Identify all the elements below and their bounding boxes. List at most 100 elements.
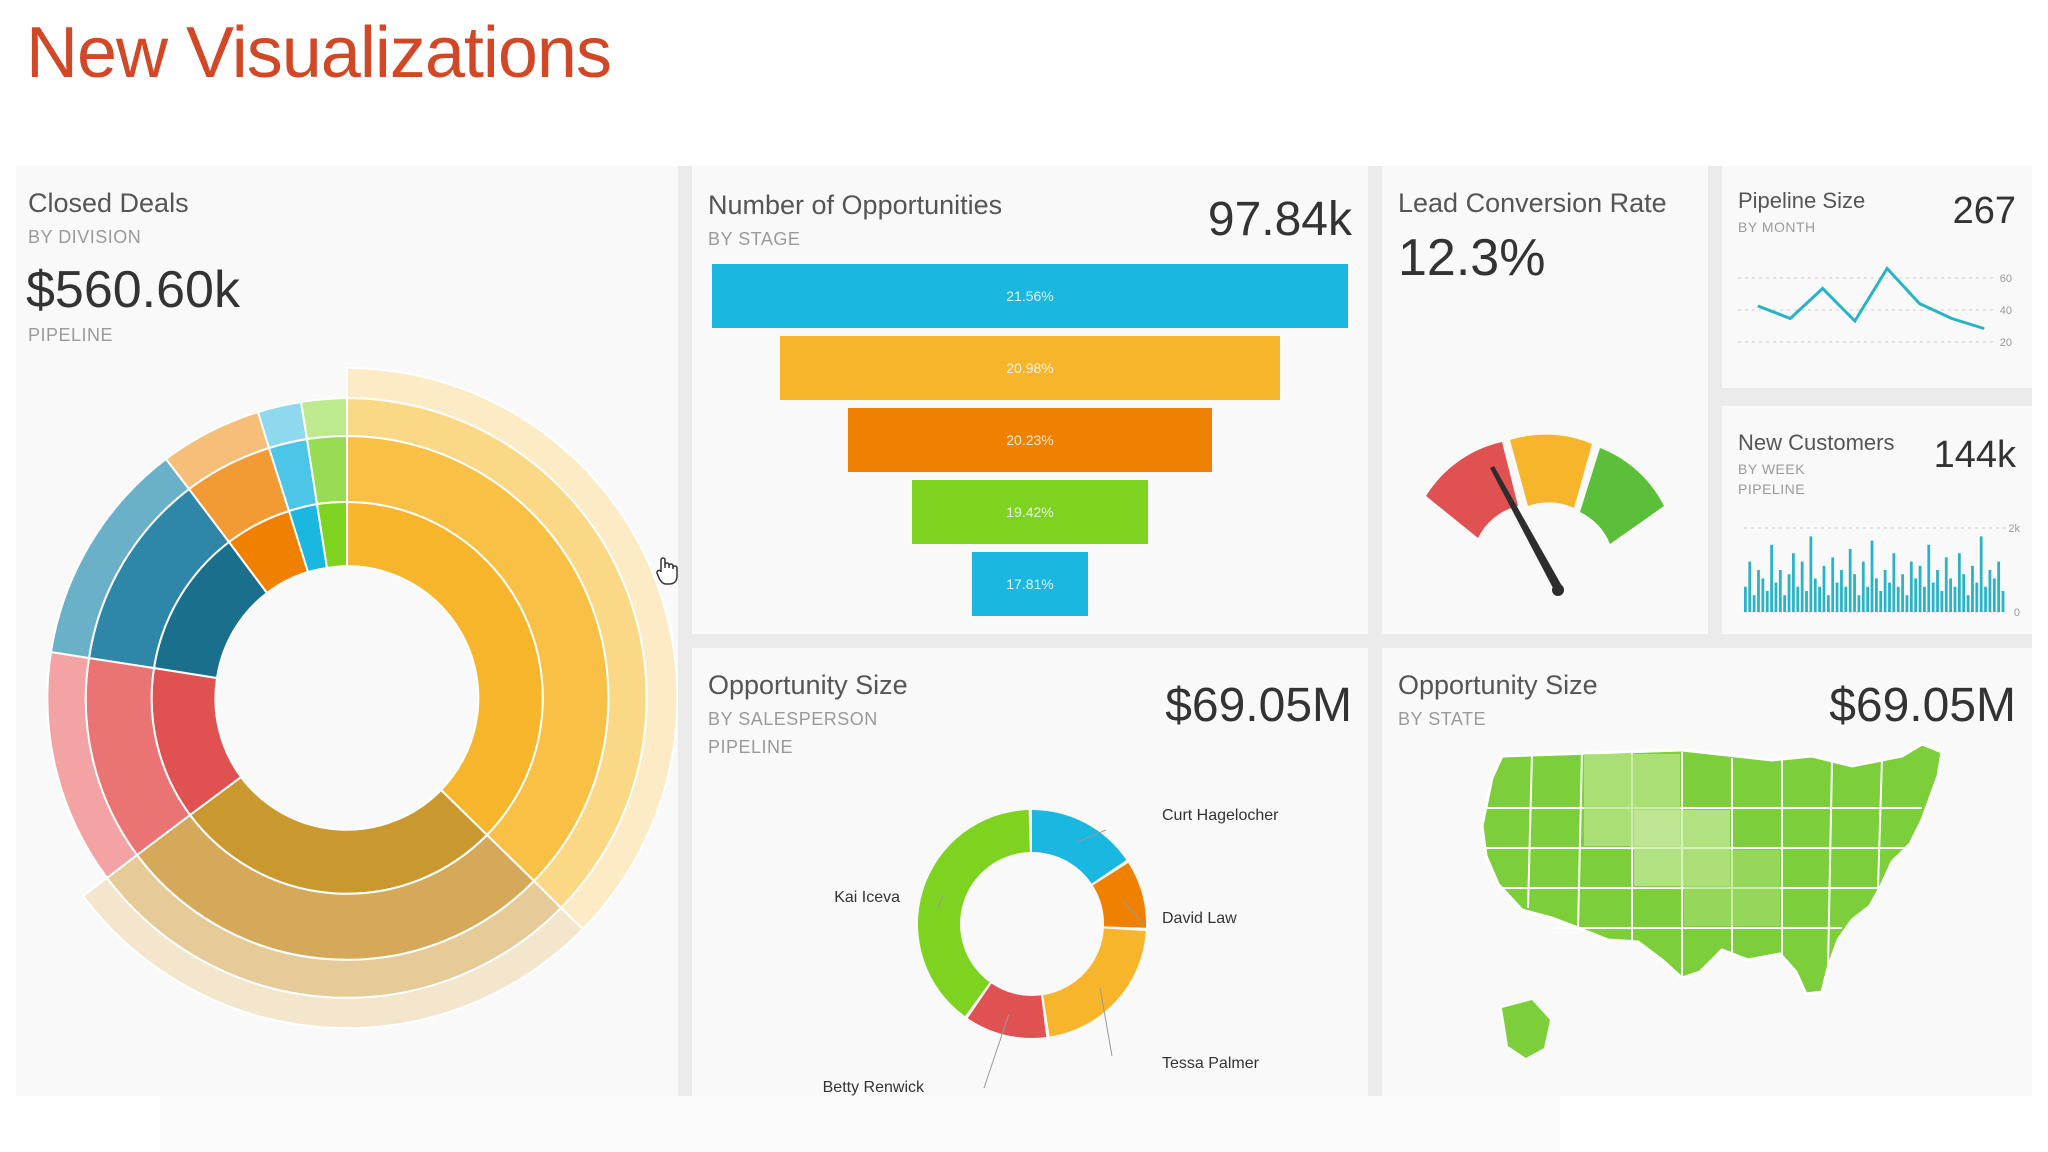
opportunities-tile[interactable]: Number of Opportunities BY STAGE 97.84k … bbox=[692, 166, 1368, 634]
opp-state-tile[interactable]: Opportunity Size BY STATE $69.05M bbox=[1382, 648, 2032, 1096]
customer-bar bbox=[1879, 591, 1883, 612]
customer-bar bbox=[1800, 561, 1804, 612]
donut-leader-line bbox=[1122, 900, 1145, 925]
new-customers-caption: PIPELINE bbox=[1738, 481, 1806, 497]
funnel-bar[interactable] bbox=[712, 264, 1348, 328]
customer-bar bbox=[1840, 570, 1843, 612]
pipeline-size-title: Pipeline Size bbox=[1738, 188, 1866, 213]
donut-slice[interactable] bbox=[918, 810, 1030, 1017]
customer-bar bbox=[1914, 578, 1918, 612]
lead-conversion-value: 12.3% bbox=[1398, 229, 1546, 287]
opportunities-title: Number of Opportunities bbox=[708, 190, 1003, 220]
opp-salesperson-tile[interactable]: Opportunity Size BY SALESPERSON PIPELINE… bbox=[692, 648, 1368, 1096]
sunburst-fade bbox=[81, 876, 585, 1030]
closed-deals-tile[interactable]: Closed Deals BY DIVISION $560.60k PIPELI… bbox=[16, 166, 678, 1096]
donut-leader-line bbox=[1076, 829, 1107, 843]
customer-bar bbox=[1870, 540, 1874, 612]
customer-bar bbox=[1975, 582, 1979, 612]
line-point bbox=[1757, 305, 1759, 307]
sunburst-hole bbox=[217, 568, 477, 828]
donut-slice[interactable] bbox=[1032, 810, 1127, 884]
funnel-bar[interactable] bbox=[780, 336, 1280, 400]
line-point bbox=[1918, 303, 1920, 304]
dashboard: Closed Deals BY DIVISION $560.60k PIPELI… bbox=[16, 166, 2032, 1096]
customer-bar bbox=[1809, 536, 1813, 612]
customer-bar bbox=[1971, 565, 1974, 612]
customer-bar bbox=[1844, 586, 1848, 612]
lead-conversion-tile[interactable]: Lead Conversion Rate 12.3% bbox=[1382, 166, 1708, 634]
customer-bar bbox=[1792, 553, 1795, 612]
y-tick-label: 0 bbox=[2014, 607, 2020, 619]
funnel-bar[interactable] bbox=[912, 480, 1148, 544]
pipeline-size-tile[interactable]: Pipeline Size BY MONTH 267 60 40 20 bbox=[1722, 166, 2032, 388]
customer-bar bbox=[1835, 582, 1839, 612]
customer-bar bbox=[1805, 591, 1808, 612]
customer-bar bbox=[1901, 574, 1904, 612]
customer-bar bbox=[1962, 574, 1966, 612]
customer-bar bbox=[1905, 595, 1909, 612]
customer-bar bbox=[1940, 591, 1944, 612]
opp-salesperson-subtitle: BY SALESPERSON bbox=[708, 709, 878, 729]
customer-bar bbox=[1848, 549, 1852, 612]
us-map-chart[interactable] bbox=[1382, 648, 2032, 1096]
closed-deals-title: Closed Deals bbox=[28, 188, 189, 218]
new-customers-bar-chart[interactable]: 2k 0 bbox=[1722, 406, 2032, 634]
funnel-label: 17.81% bbox=[1006, 576, 1053, 592]
customer-bar bbox=[1826, 595, 1830, 612]
salesperson-donut-chart[interactable]: Curt Hagelocher David Law Tessa Palmer Bett… bbox=[692, 648, 1368, 1096]
y-tick-label: 40 bbox=[2000, 305, 2012, 317]
donut-leader-line bbox=[937, 894, 944, 909]
customer-bar bbox=[1944, 557, 1948, 612]
customer-bar bbox=[1888, 582, 1891, 612]
funnel-label: 21.56% bbox=[1006, 288, 1053, 304]
donut-label: David Law bbox=[1162, 910, 1237, 927]
line-point bbox=[1951, 318, 1953, 319]
donut-label: Kai Iceva bbox=[834, 889, 900, 906]
customer-bar bbox=[1761, 578, 1765, 612]
closed-deals-value: $560.60k bbox=[26, 261, 240, 319]
donut-leader-line bbox=[983, 1014, 1010, 1089]
customer-bar bbox=[2001, 591, 2005, 612]
y-tick-label: 20 bbox=[2000, 337, 2012, 349]
customer-bar bbox=[1831, 557, 1835, 612]
y-tick-label: 60 bbox=[2000, 273, 2012, 285]
customer-bar bbox=[1861, 561, 1865, 612]
gauge-needle bbox=[1490, 466, 1562, 590]
pipeline-line-chart[interactable]: 60 40 20 bbox=[1722, 166, 2032, 388]
opp-state-subtitle: BY STATE bbox=[1398, 709, 1487, 729]
us-map-light-region bbox=[1684, 850, 1780, 926]
funnel-chart[interactable]: 21.56% 20.98% 20.23% 19.42% 17.81% bbox=[692, 166, 1368, 634]
sunburst-chart[interactable] bbox=[16, 166, 678, 1096]
us-map-alaska bbox=[1502, 1000, 1550, 1058]
donut-slice[interactable] bbox=[967, 983, 1047, 1038]
customer-bar bbox=[1949, 578, 1952, 612]
line-point bbox=[1854, 320, 1856, 322]
customer-bar bbox=[1744, 586, 1747, 612]
funnel-bar[interactable] bbox=[848, 408, 1212, 472]
customer-bar bbox=[1953, 586, 1957, 612]
customer-bar bbox=[1997, 561, 2001, 612]
new-customers-tile[interactable]: New Customers BY WEEK PIPELINE 144k 2k 0 bbox=[1722, 406, 2032, 634]
closed-deals-subtitle: BY DIVISION bbox=[28, 227, 142, 247]
opp-state-value: $69.05M bbox=[1829, 679, 2016, 732]
customer-bar bbox=[1787, 574, 1791, 612]
customer-bar bbox=[1796, 586, 1800, 612]
customer-bar bbox=[1857, 595, 1861, 612]
line-point bbox=[1789, 318, 1791, 319]
pipeline-line bbox=[1757, 266, 1985, 330]
pipeline-size-subtitle: BY MONTH bbox=[1738, 219, 1816, 235]
donut-slice[interactable] bbox=[1043, 928, 1146, 1037]
donut-label: Curt Hagelocher bbox=[1162, 807, 1279, 824]
gauge-yellow-segment bbox=[1510, 434, 1592, 508]
donut-leader-line bbox=[1099, 987, 1113, 1057]
customer-bar bbox=[1931, 582, 1935, 612]
customer-bar bbox=[1866, 586, 1870, 612]
opportunities-value: 97.84k bbox=[1207, 193, 1352, 246]
y-tick-label: 2k bbox=[2008, 523, 2020, 535]
line-point bbox=[1983, 328, 1985, 329]
gauge-green-segment bbox=[1580, 448, 1664, 544]
customer-bar bbox=[1778, 570, 1782, 612]
customer-bar bbox=[1923, 586, 1926, 612]
bottom-strip bbox=[160, 1096, 1560, 1152]
funnel-bar[interactable] bbox=[972, 552, 1088, 616]
